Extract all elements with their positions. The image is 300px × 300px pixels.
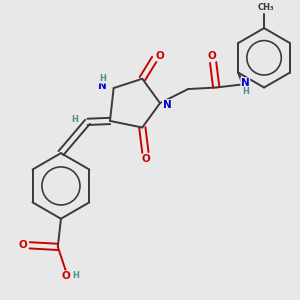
Text: H: H <box>99 74 106 83</box>
Text: O: O <box>61 271 70 281</box>
Text: H: H <box>242 87 249 96</box>
Text: N: N <box>241 78 250 88</box>
Text: N: N <box>163 100 171 110</box>
Text: H: H <box>71 115 78 124</box>
Text: O: O <box>155 51 164 61</box>
Text: CH₃: CH₃ <box>257 3 274 12</box>
Text: H: H <box>72 272 79 280</box>
Text: N: N <box>98 81 107 91</box>
Text: O: O <box>141 154 150 164</box>
Text: O: O <box>207 51 216 61</box>
Text: O: O <box>18 240 27 250</box>
